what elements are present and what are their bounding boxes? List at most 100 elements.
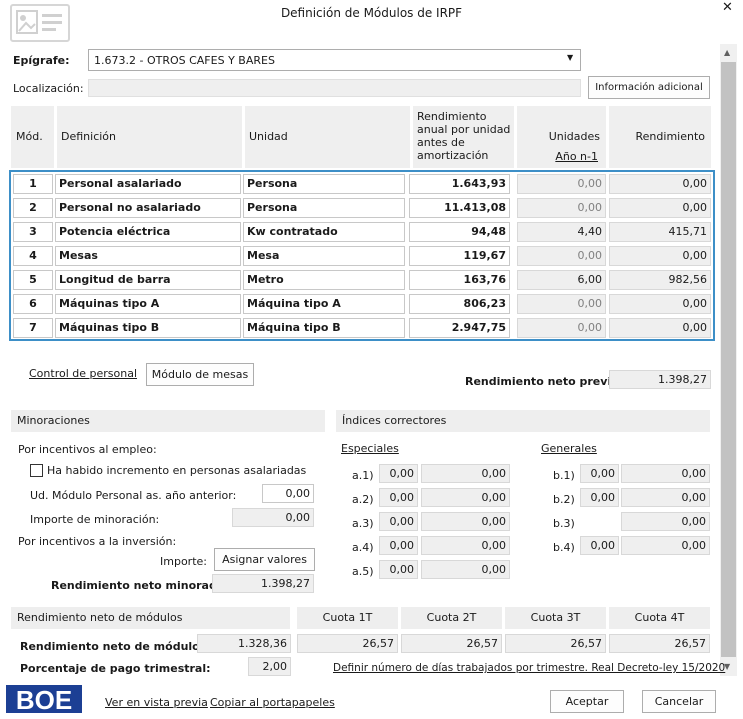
indice-especial-label: a.5) [352, 565, 374, 578]
row-definicion: Máquinas tipo B [55, 318, 241, 338]
row-unidades-input[interactable]: 0,00 [517, 318, 606, 338]
row-unidades-input[interactable]: 0,00 [517, 246, 606, 266]
row-unidades-input[interactable]: 0,00 [517, 294, 606, 314]
modulo-mesas-button[interactable]: Módulo de mesas [146, 363, 254, 386]
copiar-link[interactable]: Copiar al portapapeles [210, 696, 335, 709]
rend-modulos-value: 1.328,36 [197, 634, 291, 653]
indice-especial-value1: 0,00 [379, 560, 418, 579]
row-unidad: Máquina tipo A [243, 294, 405, 314]
especiales-link[interactable]: Especiales [341, 442, 399, 455]
ud-modulo-input[interactable]: 0,00 [262, 484, 314, 503]
scrollbar-thumb[interactable] [721, 62, 736, 657]
indice-especial-value1: 0,00 [379, 536, 418, 555]
row-definicion: Personal asalariado [55, 174, 241, 194]
row-rendimiento-anual: 1.643,93 [409, 174, 510, 194]
row-unidad: Máquina tipo B [243, 318, 405, 338]
aceptar-button[interactable]: Aceptar [550, 690, 624, 713]
row-unidad: Kw contratado [243, 222, 405, 242]
header-mod: Mód. [16, 130, 43, 143]
indice-especial-label: a.4) [352, 541, 374, 554]
vista-previa-link[interactable]: Ver en vista previa [105, 696, 208, 709]
rend-neto-previo-value: 1.398,27 [609, 370, 711, 389]
row-definicion: Máquinas tipo A [55, 294, 241, 314]
indice-especial-label: a.3) [352, 517, 374, 530]
inversion-label: Por incentivos a la inversión: [18, 535, 177, 548]
row-rendimiento-anual: 119,67 [409, 246, 510, 266]
row-definicion: Longitud de barra [55, 270, 241, 290]
indice-general-label: b.1) [553, 469, 575, 482]
row-mod: 7 [13, 318, 53, 338]
rend-modulos-label: Rendimiento neto de módulos: [20, 640, 211, 653]
rend-neto-previo-label: Rendimiento neto previo: [465, 375, 624, 388]
indice-especial-value1: 0,00 [379, 512, 418, 531]
indice-especial-label: a.2) [352, 493, 374, 506]
definir-dias-link[interactable]: Definir número de días trabajados por tr… [333, 662, 726, 674]
indice-general-value1: 0,00 [580, 464, 619, 483]
scroll-up-icon[interactable]: ▲ [724, 48, 731, 57]
cancelar-button[interactable]: Cancelar [642, 690, 716, 713]
indice-especial-value1: 0,00 [379, 488, 418, 507]
row-mod: 2 [13, 198, 53, 218]
cuota-1t-value: 26,57 [297, 634, 398, 653]
indice-especial-value2: 0,00 [421, 488, 510, 507]
indice-especial-value1: 0,00 [379, 464, 418, 483]
modulos-header: Rendimiento neto de módulos [11, 607, 290, 629]
header-rendimiento-anual: Rendimiento anual por unidad antes de am… [417, 110, 511, 162]
indices-header: Índices correctores [336, 410, 710, 432]
row-unidades-input[interactable]: 0,00 [517, 198, 606, 218]
generales-link[interactable]: Generales [541, 442, 597, 455]
header-unidad: Unidad [249, 130, 288, 143]
svg-text:BOE: BOE [16, 685, 72, 715]
row-unidad: Metro [243, 270, 405, 290]
row-rendimiento: 0,00 [609, 318, 711, 338]
control-personal-link[interactable]: Control de personal [29, 367, 138, 380]
rend-minorado-label: Rendimiento neto minorado: [51, 579, 229, 592]
scroll-down-icon[interactable]: ▼ [724, 662, 731, 671]
indice-general-label: b.2) [553, 493, 575, 506]
row-mod: 1 [13, 174, 53, 194]
localizacion-label: Localización: [13, 82, 84, 95]
importe-minoracion-value: 0,00 [232, 508, 314, 527]
header-rendimiento: Rendimiento [635, 130, 705, 143]
close-icon[interactable]: ✕ [722, 0, 733, 15]
indice-general-label: b.3) [553, 517, 575, 530]
row-unidad: Persona [243, 174, 405, 194]
porcentaje-value: 2,00 [248, 657, 291, 676]
indice-general-value1: 0,00 [580, 536, 619, 555]
row-unidades-input[interactable]: 0,00 [517, 174, 606, 194]
epigrafe-select[interactable]: 1.673.2 - OTROS CAFES Y BARES ▼ [88, 49, 581, 71]
row-mod: 6 [13, 294, 53, 314]
header-rendimiento-cell: Rendimiento [609, 106, 711, 168]
scrollbar-track[interactable]: ▲ ▼ [720, 44, 737, 676]
info-adicional-button[interactable]: Información adicional [588, 76, 710, 99]
indice-general-value1: 0,00 [580, 488, 619, 507]
row-rendimiento-anual: 94,48 [409, 222, 510, 242]
indice-general-value2: 0,00 [621, 512, 710, 531]
indice-general-value2: 0,00 [621, 464, 710, 483]
indice-general-label: b.4) [553, 541, 575, 554]
minoraciones-header: Minoraciones [11, 410, 325, 432]
rend-minorado-value: 1.398,27 [212, 574, 314, 593]
row-rendimiento: 0,00 [609, 174, 711, 194]
row-unidades-input[interactable]: 6,00 [517, 270, 606, 290]
header-unidades: Unidades [548, 130, 600, 143]
row-mod: 4 [13, 246, 53, 266]
anio-link[interactable]: Año n-1 [555, 150, 598, 163]
header-rendimiento-anual-cell: Rendimiento anual por unidad antes de am… [413, 106, 514, 168]
indice-general-value2: 0,00 [621, 536, 710, 555]
indice-especial-label: a.1) [352, 469, 374, 482]
row-definicion: Personal no asalariado [55, 198, 241, 218]
asignar-valores-button[interactable]: Asignar valores [214, 548, 315, 571]
row-mod: 3 [13, 222, 53, 242]
indice-especial-value2: 0,00 [421, 464, 510, 483]
row-unidad: Persona [243, 198, 405, 218]
row-unidades-input[interactable]: 4,40 [517, 222, 606, 242]
cuota-4t-value: 26,57 [609, 634, 710, 653]
localizacion-field[interactable] [88, 79, 581, 97]
row-rendimiento: 415,71 [609, 222, 711, 242]
header-definicion-cell: Definición [57, 106, 242, 168]
row-definicion: Mesas [55, 246, 241, 266]
epigrafe-value: 1.673.2 - OTROS CAFES Y BARES [94, 54, 275, 67]
chevron-down-icon: ▼ [567, 53, 574, 62]
incremento-checkbox[interactable] [30, 464, 43, 477]
